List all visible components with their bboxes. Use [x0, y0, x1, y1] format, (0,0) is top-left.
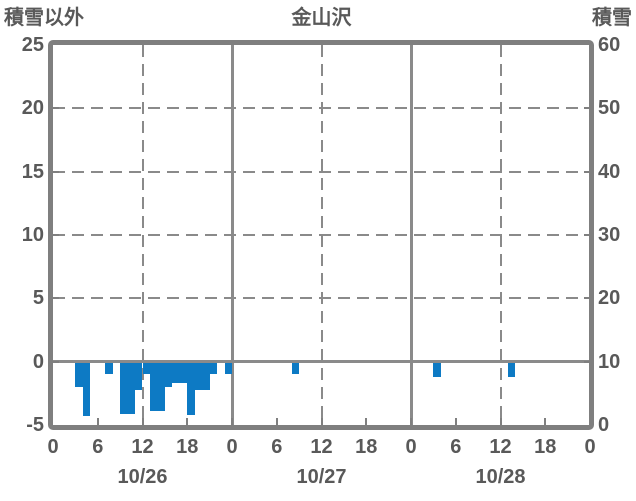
v-gridline-dashed [500, 45, 502, 425]
x-axis-date-label: 10/28 [475, 466, 526, 488]
zero-axis-line [53, 360, 590, 363]
left-axis-tick-label: 5 [32, 287, 44, 310]
data-bar [75, 361, 83, 387]
left-axis-tick-mark [53, 360, 59, 363]
right-axis-tick-mark [584, 107, 590, 110]
data-bar [291, 361, 300, 375]
data-bar [172, 361, 180, 384]
data-bar [507, 361, 516, 377]
x-axis-hour-label: 0 [47, 436, 59, 458]
left-axis-tick-label: -5 [26, 414, 44, 436]
left-axis-tick-label: 20 [21, 97, 44, 120]
data-bar [142, 361, 150, 375]
right-axis-tick-mark [584, 170, 590, 173]
x-axis-tick-mark [141, 418, 144, 425]
data-bar [224, 361, 232, 375]
left-axis-tick-mark [53, 170, 59, 173]
plot-area [53, 45, 590, 425]
x-axis-tick-mark [96, 418, 99, 425]
x-axis-hour-label: 12 [489, 436, 512, 458]
right-axis-tick-label: 30 [598, 224, 621, 246]
right-axis-tick-label: 20 [598, 287, 621, 310]
x-axis-tick-mark [410, 418, 412, 425]
x-axis-tick-mark [544, 418, 547, 425]
data-bar [157, 361, 165, 412]
x-axis-hour-label: 6 [450, 436, 462, 458]
x-axis-tick-mark [365, 418, 368, 425]
left-axis-tick-mark [53, 297, 59, 300]
x-axis-tick-mark [320, 418, 323, 425]
x-axis-tick-mark [275, 418, 278, 425]
x-axis-tick-mark [499, 418, 502, 425]
right-axis-tick-label: 60 [598, 34, 621, 56]
data-bar [127, 361, 136, 414]
right-axis-tick-mark [584, 297, 590, 300]
data-bar [202, 361, 210, 390]
left-axis-tick-mark [53, 107, 59, 110]
x-axis-hour-label: 0 [584, 436, 596, 458]
x-axis-tick-mark [231, 418, 233, 425]
v-gridline-day [231, 45, 234, 425]
right-axis-tick-label: 0 [598, 414, 610, 436]
left-axis-tick-label: 15 [21, 160, 44, 183]
x-axis-date-label: 10/26 [117, 466, 168, 488]
v-gridline-day [410, 45, 413, 425]
data-bar [82, 361, 91, 417]
x-axis-hour-label: 0 [226, 436, 238, 458]
data-bar [164, 361, 173, 387]
left-axis-tick-label: 0 [32, 350, 44, 373]
data-bar [194, 361, 203, 390]
data-bar [433, 361, 441, 377]
data-bar [120, 361, 128, 414]
x-axis-hour-label: 12 [131, 436, 154, 458]
data-bar [179, 361, 188, 384]
right-axis-tick-label: 40 [598, 160, 621, 183]
x-axis-tick-mark [186, 418, 189, 425]
x-axis-hour-label: 18 [176, 436, 199, 458]
x-axis-hour-label: 18 [534, 436, 557, 458]
x-axis-hour-label: 6 [92, 436, 104, 458]
left-axis-tick-label: 25 [21, 34, 44, 56]
right-axis-tick-mark [584, 360, 590, 363]
left-axis-tick-mark [53, 234, 59, 236]
right-axis-tick-mark [584, 234, 590, 236]
data-bar [187, 361, 195, 416]
right-axis-tick-label: 50 [598, 97, 621, 120]
x-axis-tick-mark [454, 418, 457, 425]
right-axis-tick-label: 10 [598, 350, 621, 373]
right-axis-title: 積雪 [592, 7, 632, 29]
data-bar [209, 361, 218, 375]
x-axis-hour-label: 6 [271, 436, 283, 458]
data-bar [135, 361, 143, 390]
x-axis-date-label: 10/27 [296, 466, 347, 488]
v-gridline-dashed [321, 45, 323, 425]
data-bar [105, 361, 113, 375]
x-axis-hour-label: 0 [405, 436, 417, 458]
left-axis-tick-label: 10 [21, 224, 44, 246]
chart-title: 金山沢 [291, 7, 352, 29]
x-axis-hour-label: 18 [355, 436, 378, 458]
left-axis-title: 積雪以外 [4, 7, 84, 29]
v-gridline-dashed [142, 45, 144, 425]
x-axis-hour-label: 12 [310, 436, 333, 458]
data-bar [149, 361, 158, 412]
